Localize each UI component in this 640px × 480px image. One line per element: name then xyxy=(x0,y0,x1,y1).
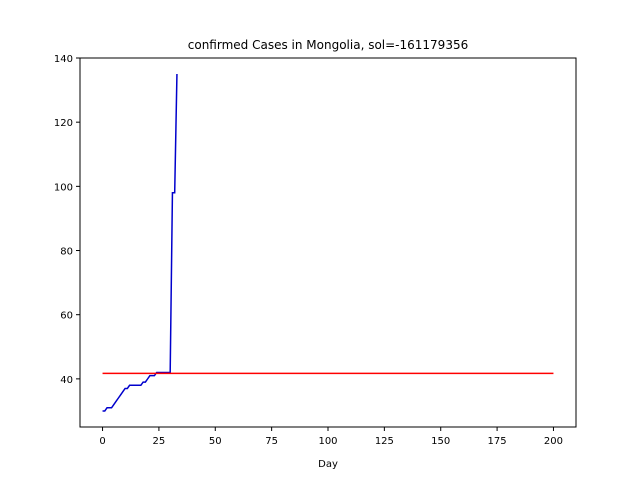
y-tick-label: 140 xyxy=(54,54,73,65)
x-tick-label: 200 xyxy=(544,436,563,447)
x-tick-label: 150 xyxy=(431,436,450,447)
y-tick-label: 40 xyxy=(60,375,73,386)
y-axis: 40 60 80 100 120 140 xyxy=(54,54,80,386)
series-line-0 xyxy=(102,74,178,412)
chart-title: confirmed Cases in Mongolia, sol=-161179… xyxy=(188,38,468,52)
x-axis: 0 25 50 75 100 125 150 175 200 xyxy=(99,427,563,447)
plot-frame xyxy=(79,57,577,428)
y-tick-label: 80 xyxy=(60,247,73,258)
x-axis-label: Day xyxy=(318,459,338,470)
y-tick-label: 120 xyxy=(54,118,73,129)
x-tick-label: 75 xyxy=(265,436,278,447)
x-tick-label: 0 xyxy=(99,436,105,447)
x-tick-label: 25 xyxy=(153,436,166,447)
x-tick-label: 175 xyxy=(488,436,507,447)
plot-area xyxy=(102,74,554,412)
x-tick-label: 100 xyxy=(318,436,337,447)
y-tick-label: 60 xyxy=(60,311,73,322)
x-tick-label: 125 xyxy=(375,436,394,447)
x-tick-label: 50 xyxy=(209,436,222,447)
y-tick-label: 100 xyxy=(54,182,73,193)
